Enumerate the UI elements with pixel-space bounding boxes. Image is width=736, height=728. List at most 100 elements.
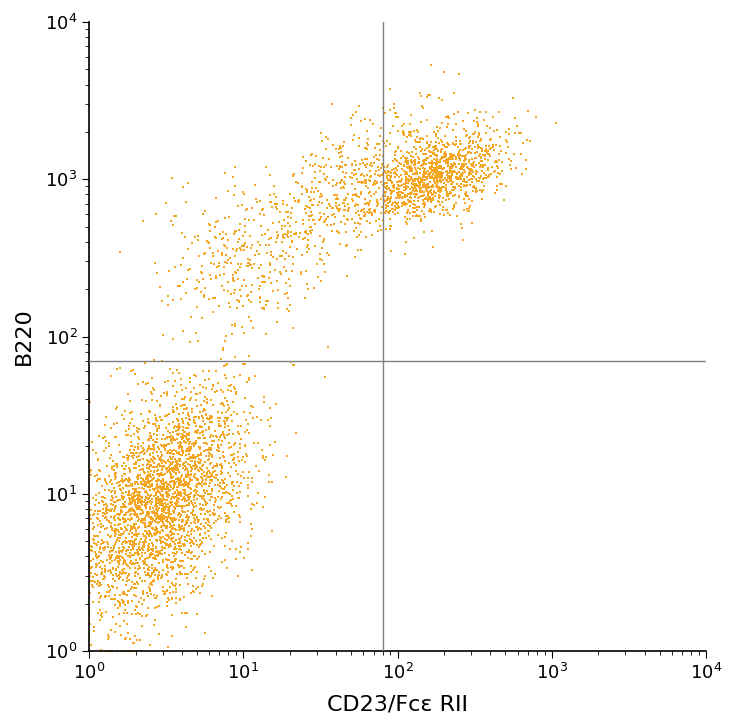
Point [334,238,346,250]
Point [439,66,450,78]
Point [83,496,95,507]
Point [171,481,183,493]
Point [180,607,191,619]
Point [110,467,121,479]
Point [132,472,144,484]
Point [241,543,253,555]
Point [256,270,268,282]
Point [135,394,147,405]
Point [442,193,454,205]
Point [285,207,297,218]
Point [404,195,416,207]
Point [431,173,442,184]
Point [145,511,157,523]
Point [287,359,299,371]
Point [136,478,148,490]
Point [131,489,143,501]
Point [105,530,117,542]
Point [137,446,149,457]
Point [475,160,486,172]
Point [207,462,219,474]
Point [195,523,207,535]
Point [162,511,174,523]
Point [252,411,263,423]
Point [460,176,472,188]
Point [198,573,210,585]
Point [155,483,166,495]
Point [185,443,197,454]
Point [336,156,347,167]
Point [148,444,160,456]
Point [237,466,249,478]
Point [83,516,95,528]
Point [169,460,181,472]
Point [221,496,233,508]
Point [103,516,115,528]
Point [408,206,420,218]
Point [434,156,446,167]
Point [174,511,186,523]
Point [196,545,208,557]
Point [144,551,156,563]
Point [420,174,431,186]
Point [182,480,194,491]
Point [403,126,415,138]
Point [173,442,185,454]
Point [455,154,467,166]
Point [174,459,185,471]
Point [467,157,479,169]
Point [382,206,394,218]
Point [119,521,131,533]
Point [436,151,448,163]
Point [424,172,436,183]
Point [400,181,412,192]
Point [118,500,130,512]
Point [425,155,437,167]
Point [205,444,217,456]
Point [171,462,183,474]
Point [112,561,124,573]
Point [204,505,216,517]
Point [144,448,156,459]
Point [202,525,213,537]
Point [146,494,158,505]
Point [208,379,219,391]
Point [99,564,111,576]
Point [381,181,393,192]
Point [414,186,425,198]
Point [148,472,160,484]
Point [282,293,294,304]
Point [152,517,164,529]
Point [136,463,148,475]
Point [182,429,194,440]
Point [335,216,347,228]
Point [415,182,427,194]
Point [157,489,169,501]
Point [166,431,178,443]
Point [115,522,127,534]
Point [392,207,403,219]
Point [170,597,182,609]
Point [397,151,408,162]
Point [178,403,190,415]
Point [453,68,465,79]
Point [424,157,436,169]
Point [232,200,244,212]
Point [133,433,145,445]
Point [436,139,448,151]
Point [124,535,135,547]
Point [399,197,411,209]
Point [83,488,95,499]
Point [107,418,119,430]
Point [89,576,101,587]
Point [300,226,312,237]
Point [121,627,133,638]
Point [307,160,319,172]
Point [411,166,423,178]
Point [132,543,144,555]
Point [173,478,185,489]
Point [100,475,112,487]
Point [191,566,203,577]
Point [300,207,312,218]
Point [484,150,496,162]
